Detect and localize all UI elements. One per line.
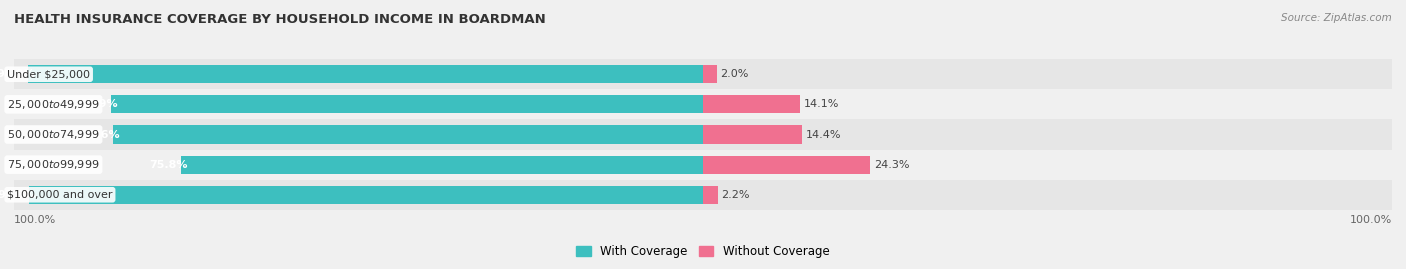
Text: 100.0%: 100.0% [1350, 215, 1392, 225]
Text: 2.2%: 2.2% [721, 190, 751, 200]
Text: HEALTH INSURANCE COVERAGE BY HOUSEHOLD INCOME IN BOARDMAN: HEALTH INSURANCE COVERAGE BY HOUSEHOLD I… [14, 13, 546, 26]
Legend: With Coverage, Without Coverage: With Coverage, Without Coverage [572, 241, 834, 263]
Text: $100,000 and over: $100,000 and over [7, 190, 112, 200]
Bar [703, 155, 870, 174]
Bar [28, 65, 703, 83]
Bar [14, 89, 703, 119]
Bar [703, 119, 1392, 150]
Bar [14, 150, 703, 180]
Bar [703, 186, 718, 204]
Bar [703, 95, 800, 114]
Bar [703, 59, 1392, 89]
Text: $25,000 to $49,999: $25,000 to $49,999 [7, 98, 100, 111]
Bar [114, 125, 703, 144]
Bar [14, 59, 703, 89]
Text: 75.8%: 75.8% [149, 160, 187, 170]
Text: 85.9%: 85.9% [80, 99, 118, 109]
Bar [14, 180, 703, 210]
Bar [703, 125, 803, 144]
Bar [703, 89, 1392, 119]
Bar [703, 150, 1392, 180]
Text: 98.0%: 98.0% [0, 69, 35, 79]
Text: $75,000 to $99,999: $75,000 to $99,999 [7, 158, 100, 171]
Text: 14.4%: 14.4% [806, 129, 841, 140]
Text: 97.8%: 97.8% [0, 190, 37, 200]
Bar [14, 119, 703, 150]
Text: 2.0%: 2.0% [720, 69, 748, 79]
Text: $50,000 to $74,999: $50,000 to $74,999 [7, 128, 100, 141]
Bar [703, 65, 717, 83]
Text: Under $25,000: Under $25,000 [7, 69, 90, 79]
Text: 24.3%: 24.3% [875, 160, 910, 170]
Text: 85.6%: 85.6% [82, 129, 120, 140]
Text: 100.0%: 100.0% [14, 215, 56, 225]
Bar [181, 155, 703, 174]
Bar [703, 180, 1392, 210]
Text: Source: ZipAtlas.com: Source: ZipAtlas.com [1281, 13, 1392, 23]
Text: 14.1%: 14.1% [804, 99, 839, 109]
Bar [30, 186, 703, 204]
Bar [111, 95, 703, 114]
